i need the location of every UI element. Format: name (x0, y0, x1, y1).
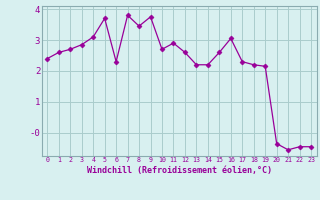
X-axis label: Windchill (Refroidissement éolien,°C): Windchill (Refroidissement éolien,°C) (87, 166, 272, 175)
